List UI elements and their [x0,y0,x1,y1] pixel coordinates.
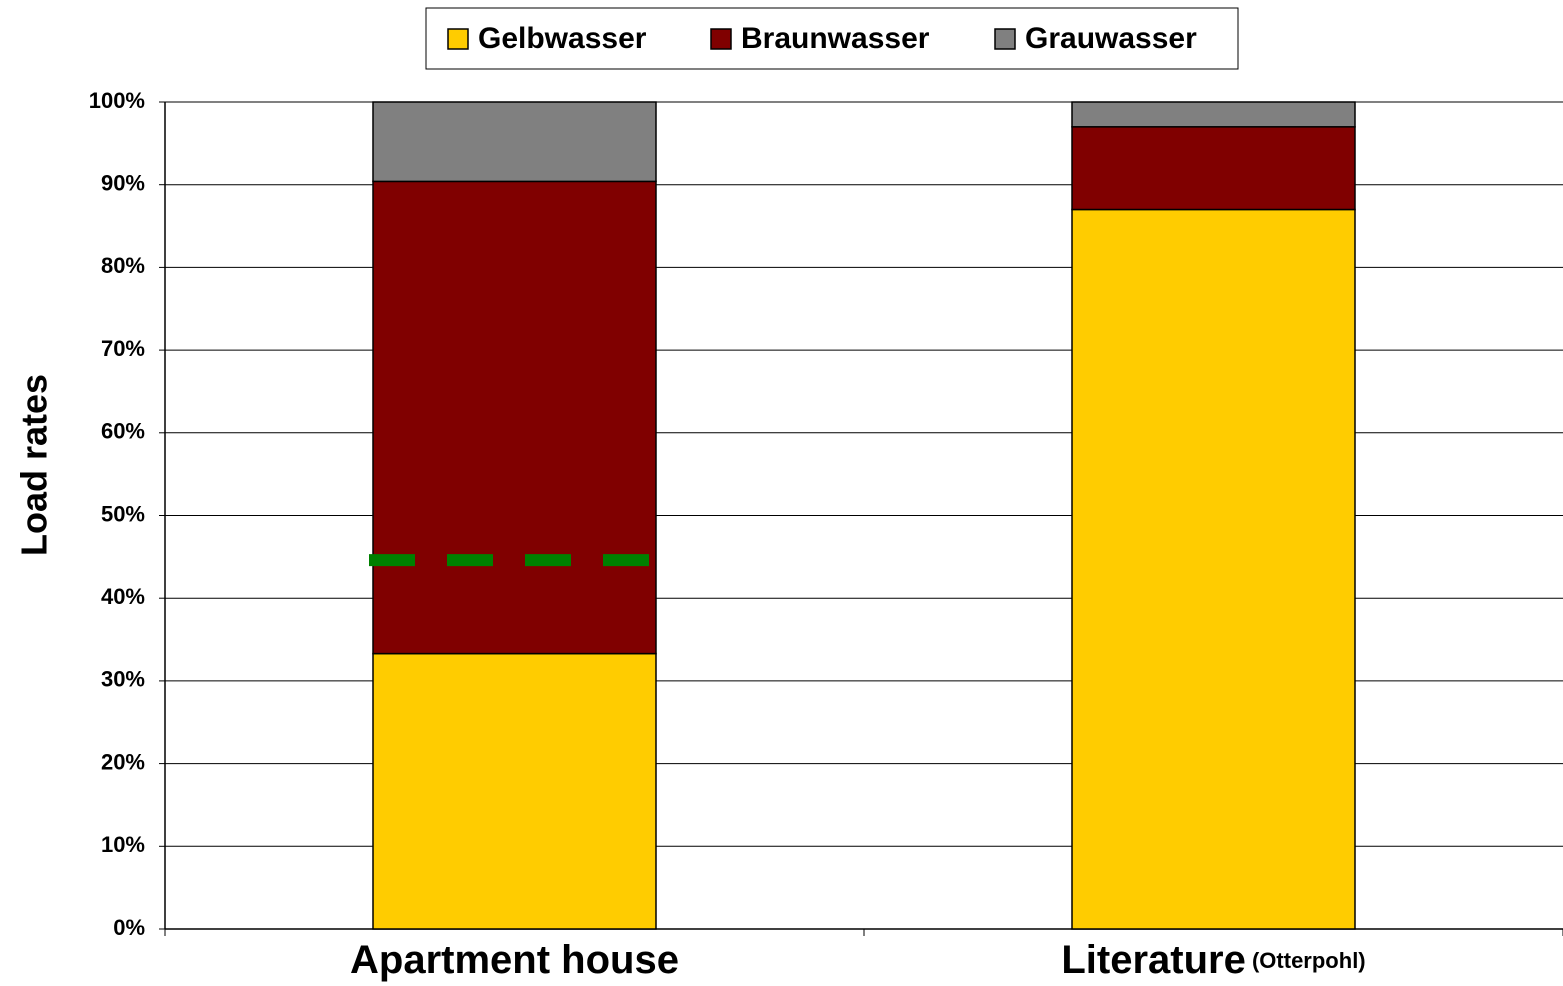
legend-swatch [994,28,1016,50]
bar-segment [1071,101,1356,128]
bar-segment [372,652,657,930]
y-tick-label: 20% [101,749,145,774]
y-tick-label: 100% [89,88,145,113]
category-label: Apartment house [350,938,679,982]
y-tick-label: 30% [101,667,145,692]
x-tick-label: Literature (Otterpohl) [1061,938,1365,982]
bar-segment [1071,208,1356,930]
y-axis-label: Load rates [14,374,55,556]
legend-swatch [710,28,732,50]
legend-swatch [447,28,469,50]
legend-label: Braunwasser [741,22,930,55]
legend-label: Grauwasser [1025,22,1197,55]
category-label: Literature [1061,938,1246,982]
bar-segment [1071,126,1356,211]
y-tick-label: 90% [101,171,145,196]
x-tick-label: Apartment house [350,938,679,982]
y-tick-label: 50% [101,501,145,526]
y-tick-label: 10% [101,832,145,857]
legend-box [425,7,1239,70]
category-note: (Otterpohl) [1252,948,1366,973]
y-tick-label: 40% [101,584,145,609]
bar-segment [372,180,657,655]
y-tick-label: 0% [113,915,145,940]
y-tick-label: 60% [101,419,145,444]
y-tick-label: 80% [101,253,145,278]
y-tick-label: 70% [101,336,145,361]
bar-segment [372,101,657,183]
legend-label: Gelbwasser [478,22,647,55]
